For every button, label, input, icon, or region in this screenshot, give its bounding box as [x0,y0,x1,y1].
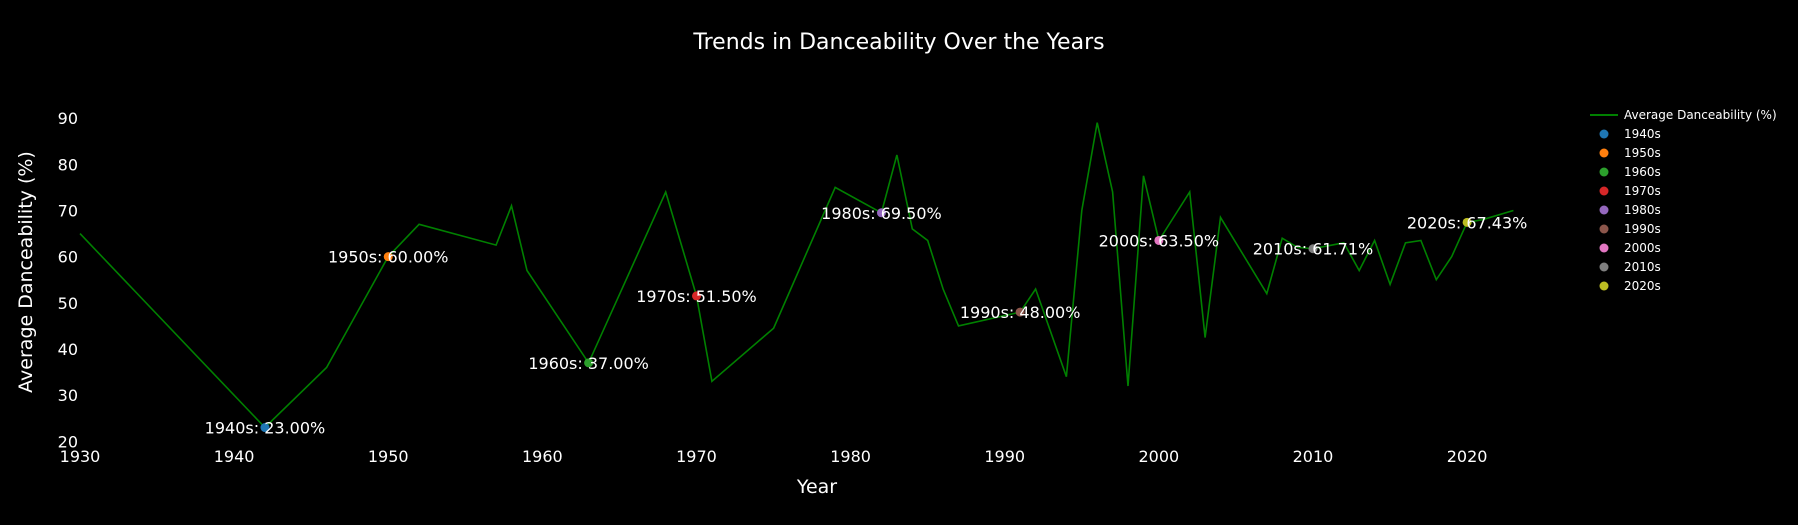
marker-1940s[interactable] [260,423,270,433]
marker-label-1990s: 1990s: 48.00% [960,303,1081,322]
marker-label-1980s: 1980s: 69.50% [821,204,942,223]
legend-item-1970s[interactable]: 1970s [1624,184,1661,198]
y-tick-label: 30 [58,386,78,405]
y-tick-label: 50 [58,294,78,313]
legend-swatch-1970s [1599,186,1609,196]
legend-swatch-2000s [1599,243,1609,253]
chart-title: Trends in Danceability Over the Years [692,30,1104,55]
series-line-average-danceability [79,122,1514,429]
legend-item-2000s[interactable]: 2000s [1624,241,1661,255]
legend-item-2020s[interactable]: 2020s [1624,279,1661,293]
legend: Average Danceability (%) 1940s 1950s 1960s 1… [1590,108,1777,293]
y-tick-label: 70 [58,201,78,220]
x-tick-label: 1960 [522,447,563,466]
y-tick-label: 80 [58,155,78,174]
x-tick-label: 2020 [1447,447,1488,466]
marker-2020s[interactable] [1462,217,1472,227]
marker-label-2010s: 2010s: 61.71% [1253,240,1374,259]
marker-label-1960s: 1960s: 37.00% [528,354,649,373]
legend-swatch-1940s [1599,129,1609,139]
y-axis-title: Average Danceability (%) [15,151,37,393]
marker-1960s[interactable] [584,358,594,368]
x-tick-label: 2010 [1293,447,1334,466]
legend-swatch-1950s [1599,148,1609,158]
y-tick-label: 20 [58,432,78,451]
y-tick-label: 90 [58,109,78,128]
marker-1980s[interactable] [876,208,886,218]
x-tick-label: 1990 [984,447,1025,466]
legend-item-1960s[interactable]: 1960s [1624,165,1661,179]
legend-swatch-2010s [1599,262,1609,272]
marker-1990s[interactable] [1015,307,1025,317]
marker-2000s[interactable] [1154,235,1164,245]
x-tick-label: 1930 [60,447,101,466]
x-tick-label: 1980 [830,447,871,466]
legend-swatch-1990s [1599,224,1609,234]
legend-item-average-danceability[interactable]: Average Danceability (%) [1624,108,1777,122]
y-tick-label: 40 [58,340,78,359]
legend-item-1990s[interactable]: 1990s [1624,222,1661,236]
marker-label-2000s: 2000s: 63.50% [1099,231,1220,250]
legend-item-1980s[interactable]: 1980s [1624,203,1661,217]
y-axis-ticks: 20 30 40 50 60 70 80 90 [58,109,78,451]
x-tick-label: 2000 [1139,447,1180,466]
x-axis-title: Year [796,476,837,498]
marker-2010s[interactable] [1308,244,1318,254]
legend-swatch-1960s [1599,167,1609,177]
plot-area: 1940s: 23.00% 1950s: 60.00% 1960s: 37.00% 1… [79,122,1528,438]
legend-item-2010s[interactable]: 2010s [1624,260,1661,274]
marker-label-1940s: 1940s: 23.00% [205,419,326,438]
marker-label-1970s: 1970s: 51.50% [636,287,757,306]
legend-item-1940s[interactable]: 1940s [1624,127,1661,141]
y-tick-label: 60 [58,248,78,267]
x-tick-label: 1970 [676,447,717,466]
x-tick-label: 1950 [368,447,409,466]
marker-label-1950s: 1950s: 60.00% [328,248,449,267]
legend-item-1950s[interactable]: 1950s [1624,146,1661,160]
x-tick-label: 1940 [214,447,255,466]
marker-1950s[interactable] [383,252,393,262]
legend-swatch-1980s [1599,205,1609,215]
x-axis-ticks: 1930 1940 1950 1960 1970 1980 1990 2000 2010 2020 [60,447,1488,466]
legend-swatch-2020s [1599,281,1609,291]
marker-label-2020s: 2020s: 67.43% [1407,213,1528,232]
marker-1970s[interactable] [691,291,701,301]
